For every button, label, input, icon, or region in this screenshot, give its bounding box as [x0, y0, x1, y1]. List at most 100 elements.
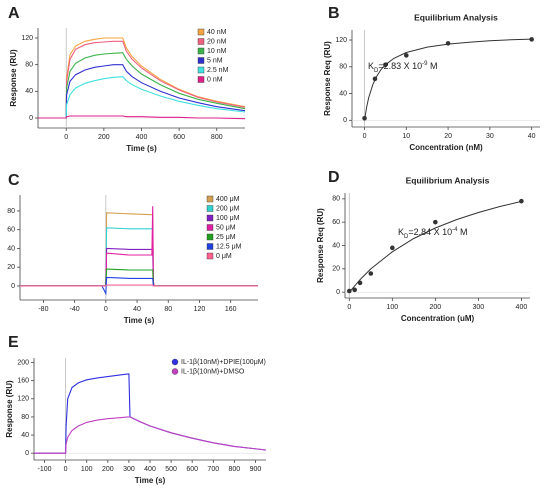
x-tick-label: 100: [386, 304, 398, 311]
series-line: [38, 115, 246, 120]
y-tick-label: 60: [332, 219, 340, 226]
y-tick-label: 80: [339, 64, 347, 71]
x-tick-label: 500: [165, 466, 177, 473]
panel-label: D: [328, 169, 340, 186]
x-tick-label: 300: [123, 466, 135, 473]
x-tick-label: 20: [444, 133, 452, 140]
legend-marker: [197, 28, 205, 36]
x-tick-label: 120: [194, 306, 206, 313]
data-point: [362, 116, 367, 121]
x-tick-label: -40: [70, 306, 80, 313]
x-axis-label: Time (s): [126, 144, 157, 153]
legend-marker: [206, 224, 214, 231]
x-tick-label: 0: [104, 306, 108, 313]
series-line: [38, 37, 246, 119]
legend-marker: [197, 47, 205, 55]
x-tick-label: 80: [164, 306, 172, 313]
y-tick-label: 120: [21, 35, 33, 42]
x-tick-label: 40: [528, 133, 536, 140]
legend-marker: [197, 57, 205, 64]
x-axis-label: Concentration (uM): [401, 314, 475, 323]
y-tick-label: 0: [29, 115, 33, 122]
y-axis-label: Response (RU): [5, 380, 14, 438]
legend-marker: [197, 38, 205, 45]
annotation-sup: -9: [422, 61, 428, 67]
y-tick-label: 40: [25, 88, 33, 95]
series-line: [38, 40, 246, 119]
legend-label: 100 μM: [216, 215, 240, 222]
series-line: [38, 64, 246, 119]
y-tick-label: 0: [11, 283, 15, 290]
panel-label: A: [8, 5, 20, 22]
x-tick-label: 30: [486, 133, 494, 140]
data-point: [372, 76, 378, 82]
legend-marker: [206, 243, 214, 250]
x-tick-label: 400: [136, 134, 148, 141]
legend-label: 12.5 μM: [216, 243, 242, 250]
series-line: [38, 52, 246, 119]
data-point: [390, 245, 395, 251]
series-line: [20, 284, 258, 287]
data-point: [433, 219, 438, 225]
data-point: [519, 198, 524, 204]
y-tick-label: 40: [7, 245, 15, 252]
legend-label: 5 nM: [207, 57, 223, 64]
legend-label: 2.5 nM: [207, 67, 229, 74]
y-axis-label: Response Req (RU): [316, 208, 325, 283]
annotation-unit: M: [458, 227, 468, 237]
annotation-unit: M: [428, 61, 438, 71]
annotation-k: K: [368, 61, 374, 71]
x-tick-label: -80: [38, 306, 48, 313]
x-tick-label: 0: [363, 133, 367, 140]
x-tick-label: 40: [133, 306, 141, 313]
fit-line: [364, 38, 532, 121]
data-point: [529, 37, 534, 42]
legend-label: 200 μM: [216, 205, 240, 212]
y-tick-label: 20: [332, 266, 340, 273]
y-tick-label: 160: [17, 378, 29, 385]
y-tick-label: 0: [25, 450, 29, 457]
x-tick-label: 160: [225, 306, 237, 313]
annotation-sup: -4: [452, 227, 458, 233]
chart-title: Equilibrium Analysis: [414, 12, 498, 22]
legend-marker: [197, 66, 205, 74]
x-tick-label: 100: [81, 466, 93, 473]
chart-title: Equilibrium Analysis: [406, 175, 490, 185]
fit-line: [348, 200, 522, 293]
legend-label: IL-1β(10nM)+DPIE(100μM): [181, 359, 266, 366]
annotation-sub: D: [374, 68, 379, 74]
x-tick-label: 200: [98, 134, 110, 141]
x-tick-label: 800: [211, 134, 223, 141]
legend-marker: [171, 368, 179, 375]
x-tick-label: 400: [144, 466, 156, 473]
series-line: [38, 76, 246, 119]
data-point: [368, 271, 374, 276]
series-line: [34, 373, 267, 454]
legend-marker: [206, 252, 214, 260]
x-tick-label: 200: [430, 304, 442, 311]
data-point: [404, 53, 409, 58]
legend-label: IL-1β(10nM)+DMSO: [181, 368, 245, 375]
data-point: [357, 280, 363, 286]
legend-marker: [206, 214, 214, 222]
x-tick-label: 300: [473, 304, 485, 311]
x-tick-label: 0: [64, 134, 68, 141]
data-point: [352, 287, 357, 293]
data-point: [445, 41, 451, 46]
annotation: KD=2.84 X 10-4 M: [398, 227, 468, 240]
legend-label: 0 μM: [216, 253, 232, 260]
annotation-text: =2.83 X 10: [378, 61, 422, 71]
panel-label: C: [8, 172, 20, 189]
y-tick-label: 60: [7, 227, 15, 234]
annotation-text: =2.84 X 10: [408, 227, 452, 237]
legend-label: 50 μM: [216, 224, 236, 231]
y-tick-label: 40: [339, 90, 347, 97]
y-tick-label: 20: [7, 264, 15, 271]
y-tick-label: 120: [17, 396, 29, 403]
y-tick-label: 80: [332, 196, 340, 203]
series-line: [20, 268, 258, 287]
y-tick-label: 80: [7, 208, 15, 215]
x-tick-label: 900: [250, 466, 262, 473]
legend-marker: [206, 195, 214, 203]
